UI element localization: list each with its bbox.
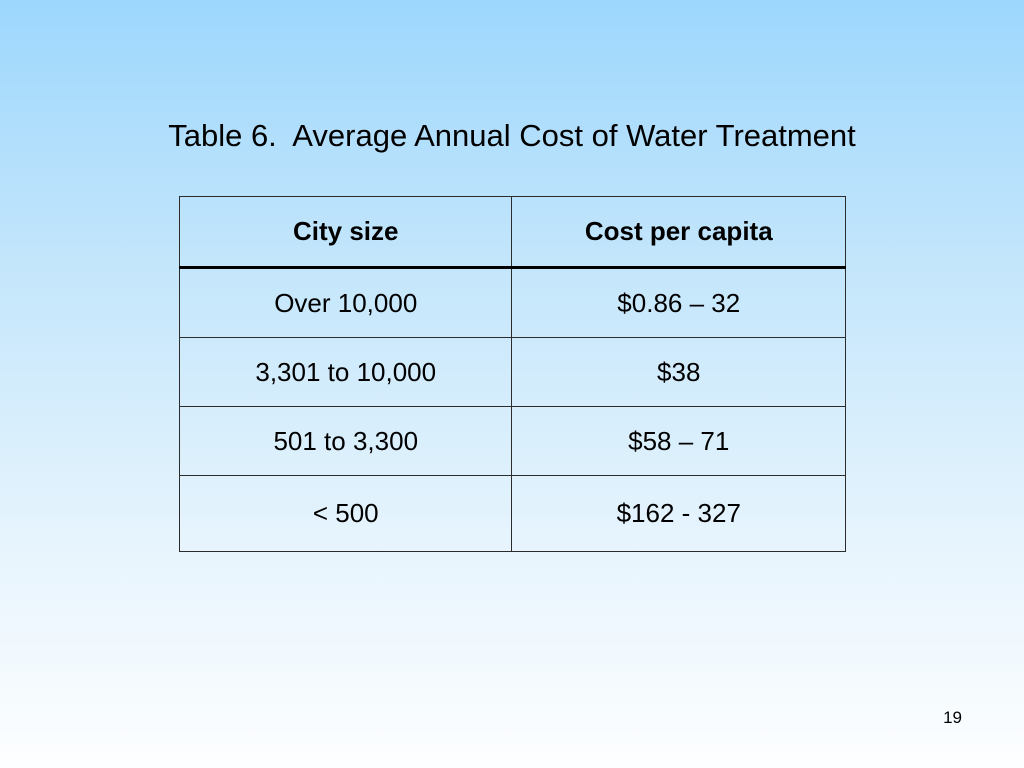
cost-table: City size Cost per capita Over 10,000 $0… xyxy=(178,196,846,552)
table-row: Over 10,000 $0.86 – 32 xyxy=(178,267,846,338)
table-header-row: City size Cost per capita xyxy=(178,196,846,269)
cell-city-size: Over 10,000 xyxy=(178,267,513,338)
cell-cost-per-capita: $38 xyxy=(511,337,846,407)
slide-title: Table 6. Average Annual Cost of Water Tr… xyxy=(168,118,856,153)
table-row: 501 to 3,300 $58 – 71 xyxy=(178,406,846,476)
header-city-size: City size xyxy=(178,196,513,269)
cell-cost-per-capita: $162 - 327 xyxy=(511,475,846,552)
cell-city-size: < 500 xyxy=(178,475,513,552)
header-cost-per-capita: Cost per capita xyxy=(511,196,846,269)
table-row: 3,301 to 10,000 $38 xyxy=(178,337,846,407)
cell-city-size: 3,301 to 10,000 xyxy=(178,337,513,407)
cell-cost-per-capita: $0.86 – 32 xyxy=(511,267,846,338)
table-row: < 500 $162 - 327 xyxy=(178,475,846,552)
page-number: 19 xyxy=(943,708,962,727)
cell-city-size: 501 to 3,300 xyxy=(178,406,513,476)
cell-cost-per-capita: $58 – 71 xyxy=(511,406,846,476)
